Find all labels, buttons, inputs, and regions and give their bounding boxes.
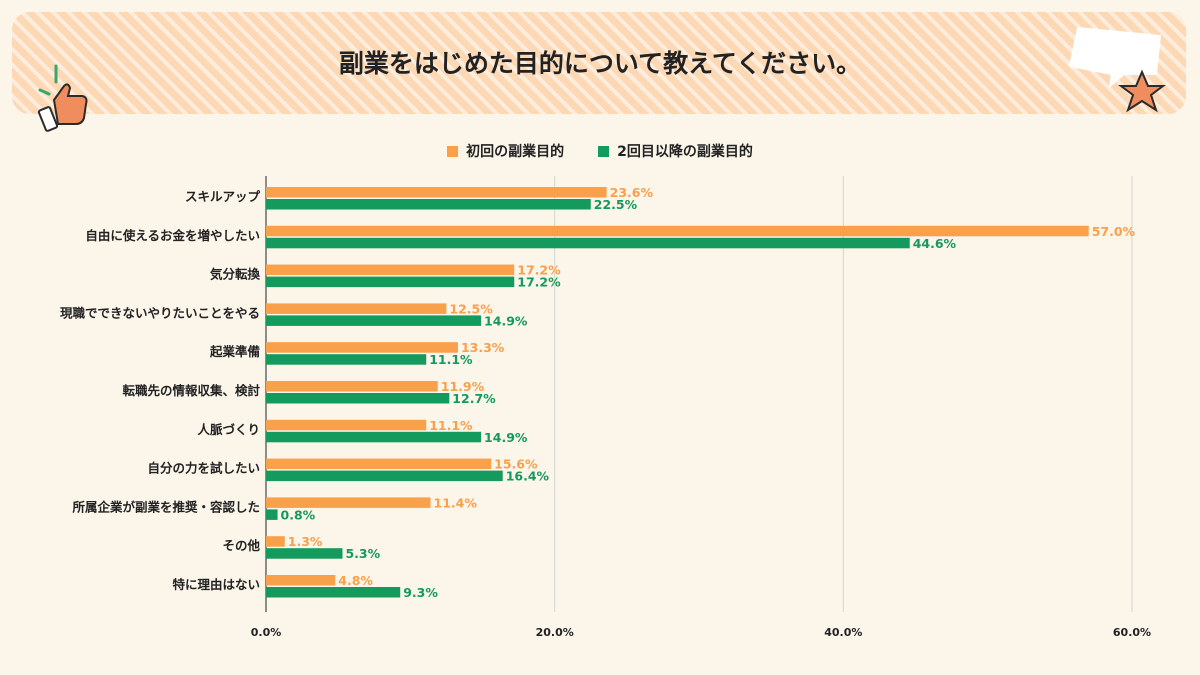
data-label: 14.9% [484, 430, 528, 445]
data-label: 17.2% [517, 275, 561, 290]
data-label: 17.2% [517, 263, 561, 278]
bar [266, 199, 591, 210]
bar [266, 381, 438, 392]
bar [266, 264, 515, 276]
data-label: 0.8% [281, 507, 316, 522]
data-label: 12.5% [449, 301, 493, 316]
bar [266, 225, 1089, 237]
category-label: 特に理由はない [172, 577, 260, 592]
data-label: 4.8% [338, 573, 373, 588]
bar [266, 237, 910, 249]
category-label: 気分転換 [210, 267, 261, 282]
thumbs-up-icon [37, 64, 88, 132]
data-label: 5.3% [345, 546, 380, 561]
bar [266, 393, 450, 404]
category-label: 自由に使えるお金を増やしたい [85, 228, 260, 243]
bar [266, 536, 285, 547]
x-tick-label: 0.0% [251, 626, 282, 639]
data-label: 11.1% [429, 352, 473, 367]
bar [266, 587, 401, 598]
legend-swatch-first [447, 145, 459, 157]
data-label: 11.4% [434, 495, 478, 510]
data-label: 11.1% [429, 418, 473, 433]
data-label: 13.3% [461, 340, 505, 355]
data-label: 12.7% [452, 391, 496, 406]
bar [266, 276, 515, 288]
data-label: 22.5% [594, 197, 638, 212]
category-label: 人脈づくり [197, 422, 260, 437]
legend: 初回の副業目的 2回目以降の副業目的 [0, 141, 1200, 161]
bar [266, 470, 503, 482]
category-label: スキルアップ [185, 189, 261, 204]
x-tick-label: 20.0% [536, 626, 574, 639]
bar [266, 575, 336, 586]
star-icon [1068, 26, 1166, 113]
category-label: 所属企業が副業を推奨・容認した [72, 499, 260, 514]
x-tick-label: 60.0% [1113, 626, 1151, 639]
bar [266, 354, 427, 365]
bar [266, 497, 431, 508]
bar [266, 315, 482, 326]
data-label: 14.9% [484, 313, 528, 328]
legend-label-first: 初回の副業目的 [466, 144, 565, 160]
category-label: 自分の力を試したい [147, 461, 260, 476]
category-label: 転職先の情報収集、検討 [122, 383, 260, 398]
bar [266, 342, 458, 353]
bar [266, 509, 278, 520]
data-label: 44.6% [913, 236, 957, 251]
data-label: 57.0% [1092, 224, 1136, 239]
data-label: 16.4% [506, 469, 550, 484]
bar [266, 419, 427, 431]
legend-label-second: 2回目以降の副業目的 [617, 144, 753, 160]
data-label: 23.6% [610, 185, 654, 200]
title-banner [12, 12, 1186, 114]
chart-title: 副業をはじめた目的について教えてください。 [338, 49, 862, 78]
bar [266, 303, 447, 314]
data-label: 1.3% [288, 534, 323, 549]
bar [266, 187, 607, 198]
category-label: 現職でできないやりたいことをやる [60, 305, 260, 320]
data-label: 9.3% [403, 585, 438, 600]
bar [266, 431, 482, 443]
x-tick-label: 40.0% [824, 626, 862, 639]
category-label: 起業準備 [209, 344, 261, 359]
bar [266, 548, 343, 559]
data-label: 11.9% [441, 379, 485, 394]
bar [266, 458, 492, 470]
legend-item-first: 初回の副業目的 [447, 141, 564, 161]
legend-item-second: 2回目以降の副業目的 [598, 141, 753, 161]
category-label: その他 [222, 538, 260, 553]
data-label: 15.6% [494, 457, 538, 472]
legend-swatch-second [598, 145, 610, 157]
